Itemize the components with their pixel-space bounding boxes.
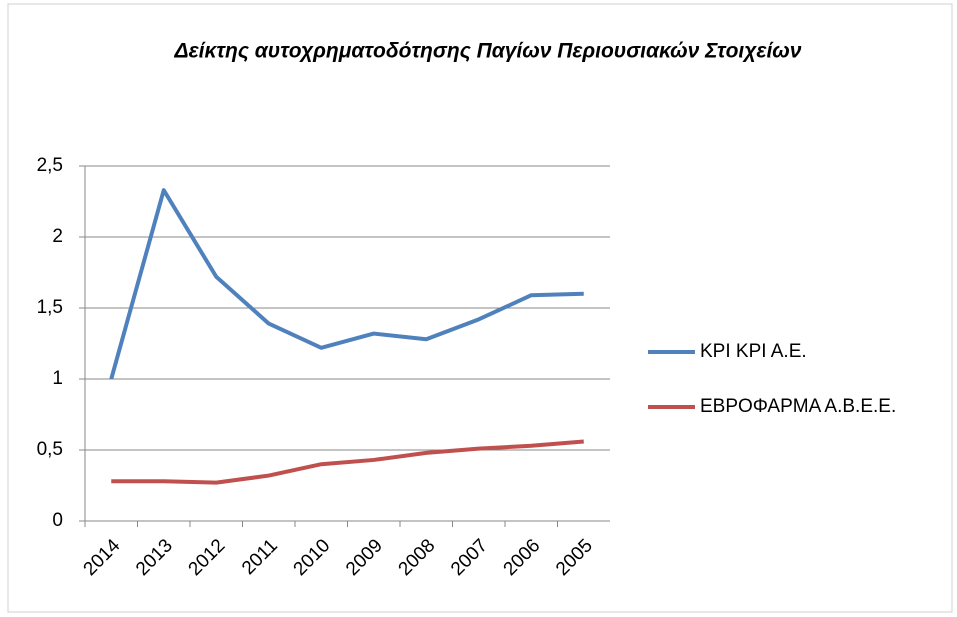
legend-label: ΕΒΡΟΦΑΡΜΑ Α.Β.Ε.Ε. [700,396,896,417]
y-tick-label: 2 [52,226,63,247]
series-line [111,439,584,485]
y-tick-label: 1,5 [37,297,63,318]
y-tick-label: 2,5 [37,155,63,176]
legend-label: ΚΡΙ ΚΡΙ Α.Ε. [700,341,807,362]
y-tick-label: 0,5 [37,439,63,460]
y-tick-label: 0 [52,510,63,531]
chart-title: Δείκτης αυτοχρηματοδότησης Παγίων Περιου… [174,40,802,63]
series-line [109,188,584,380]
y-tick-label: 1 [52,368,63,389]
